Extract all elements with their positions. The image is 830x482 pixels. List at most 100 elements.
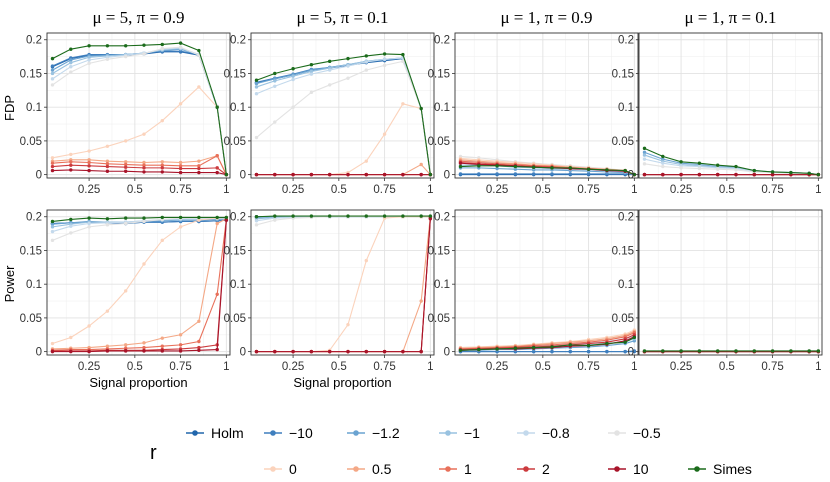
y-tick-label: 0 — [240, 347, 246, 359]
y-tick-label: 0.1 — [434, 279, 450, 291]
legend-key-point — [445, 466, 451, 472]
x-tick-label: 1 — [631, 184, 637, 196]
series-10 — [254, 172, 433, 177]
legend-item-Simes: Simes — [688, 461, 752, 477]
series-Simes — [50, 41, 229, 177]
series-Simes — [458, 164, 637, 177]
data-point — [734, 168, 738, 172]
data-point — [419, 349, 423, 354]
data-point — [734, 164, 738, 169]
data-point — [160, 118, 164, 123]
data-point — [632, 349, 637, 353]
data-point — [752, 172, 756, 177]
data-point — [254, 219, 259, 223]
data-point — [105, 44, 110, 48]
y-tick-label: 0.1 — [230, 102, 246, 114]
data-point — [69, 168, 73, 172]
data-point — [327, 172, 332, 177]
data-point — [364, 60, 368, 64]
row-label-power: Power — [2, 265, 17, 303]
panel-border — [454, 209, 639, 356]
x-tick-label: 0.75 — [373, 361, 395, 373]
legend-label: Holm — [211, 425, 244, 441]
data-point — [364, 54, 368, 58]
legend-key-point — [614, 466, 620, 472]
data-point — [69, 70, 73, 74]
panel-5: 0 0.05 0.1 0.15 0.2 0.25 0.5 0.75 1 Signal propor… — [20, 209, 231, 390]
panel-background — [455, 33, 638, 178]
data-point — [789, 170, 793, 175]
data-point — [123, 162, 128, 167]
y-tick-label: 0.15 — [224, 245, 246, 257]
y-tick-label: 0.1 — [26, 102, 42, 114]
data-point — [568, 166, 572, 170]
data-point — [50, 156, 55, 160]
y-tick-label: 0.05 — [20, 136, 42, 148]
data-point — [291, 74, 295, 78]
legend-item-0.5: 0.5 — [347, 461, 392, 477]
data-point — [642, 172, 647, 177]
data-point — [346, 56, 350, 61]
data-point — [197, 159, 201, 163]
y-tick-label: 0.15 — [20, 68, 42, 80]
legend-item--1: −1 — [439, 425, 480, 441]
data-point — [715, 167, 720, 171]
data-point — [327, 83, 332, 87]
y-tick-label: 0.2 — [618, 35, 634, 47]
data-point — [50, 164, 55, 169]
data-point — [50, 64, 55, 68]
y-tick-label: 0.05 — [428, 313, 450, 325]
data-point — [160, 163, 164, 167]
data-point — [254, 215, 259, 219]
data-point — [770, 172, 775, 177]
data-point — [254, 349, 259, 354]
data-point — [679, 172, 683, 177]
data-point — [697, 161, 702, 165]
data-point — [178, 45, 183, 49]
legend-key-point — [353, 466, 359, 472]
y-tick-label: 0.2 — [26, 35, 42, 47]
legend-title: r — [150, 442, 157, 464]
data-point — [382, 52, 387, 56]
data-point — [178, 349, 183, 353]
data-point — [419, 172, 423, 177]
y-tick-label: 0.2 — [434, 35, 450, 47]
panel-4: 0 0.05 0.1 0.15 0.2 0.25 0.5 0.75 1 μ = 1, π = 0.… — [612, 8, 823, 196]
legend-label: 2 — [542, 461, 550, 477]
x-tick-label: 0.75 — [761, 184, 783, 196]
data-point — [346, 349, 350, 354]
x-tick-label: 0.25 — [670, 184, 692, 196]
data-point — [327, 349, 332, 354]
data-point — [142, 43, 146, 47]
x-tick-label: 0.25 — [486, 184, 508, 196]
data-point — [309, 172, 314, 177]
data-point — [309, 72, 314, 76]
data-point — [69, 224, 73, 228]
data-point — [752, 349, 756, 353]
data-point — [50, 349, 55, 354]
legend-key-point — [270, 430, 276, 436]
data-point — [697, 349, 702, 353]
data-point — [50, 168, 55, 173]
data-point — [178, 170, 183, 175]
legend-item-10: 10 — [608, 461, 649, 477]
data-point — [105, 162, 110, 166]
panel-border — [46, 32, 231, 179]
data-point — [87, 61, 91, 66]
data-point — [697, 172, 702, 177]
data-point — [458, 172, 463, 176]
legend-key-point — [445, 430, 451, 436]
data-point — [215, 170, 219, 175]
series-Simes — [458, 335, 637, 352]
data-point — [789, 349, 793, 353]
data-point — [105, 57, 110, 61]
data-point — [69, 217, 73, 222]
legend-label: −1 — [464, 425, 480, 441]
legend-item--0.8: −0.8 — [517, 425, 570, 441]
data-point — [224, 172, 229, 177]
data-point — [87, 168, 91, 173]
y-tick-label: 0.05 — [428, 136, 450, 148]
legend-label: −0.8 — [542, 425, 570, 441]
data-point — [123, 216, 128, 220]
data-point — [550, 172, 554, 176]
